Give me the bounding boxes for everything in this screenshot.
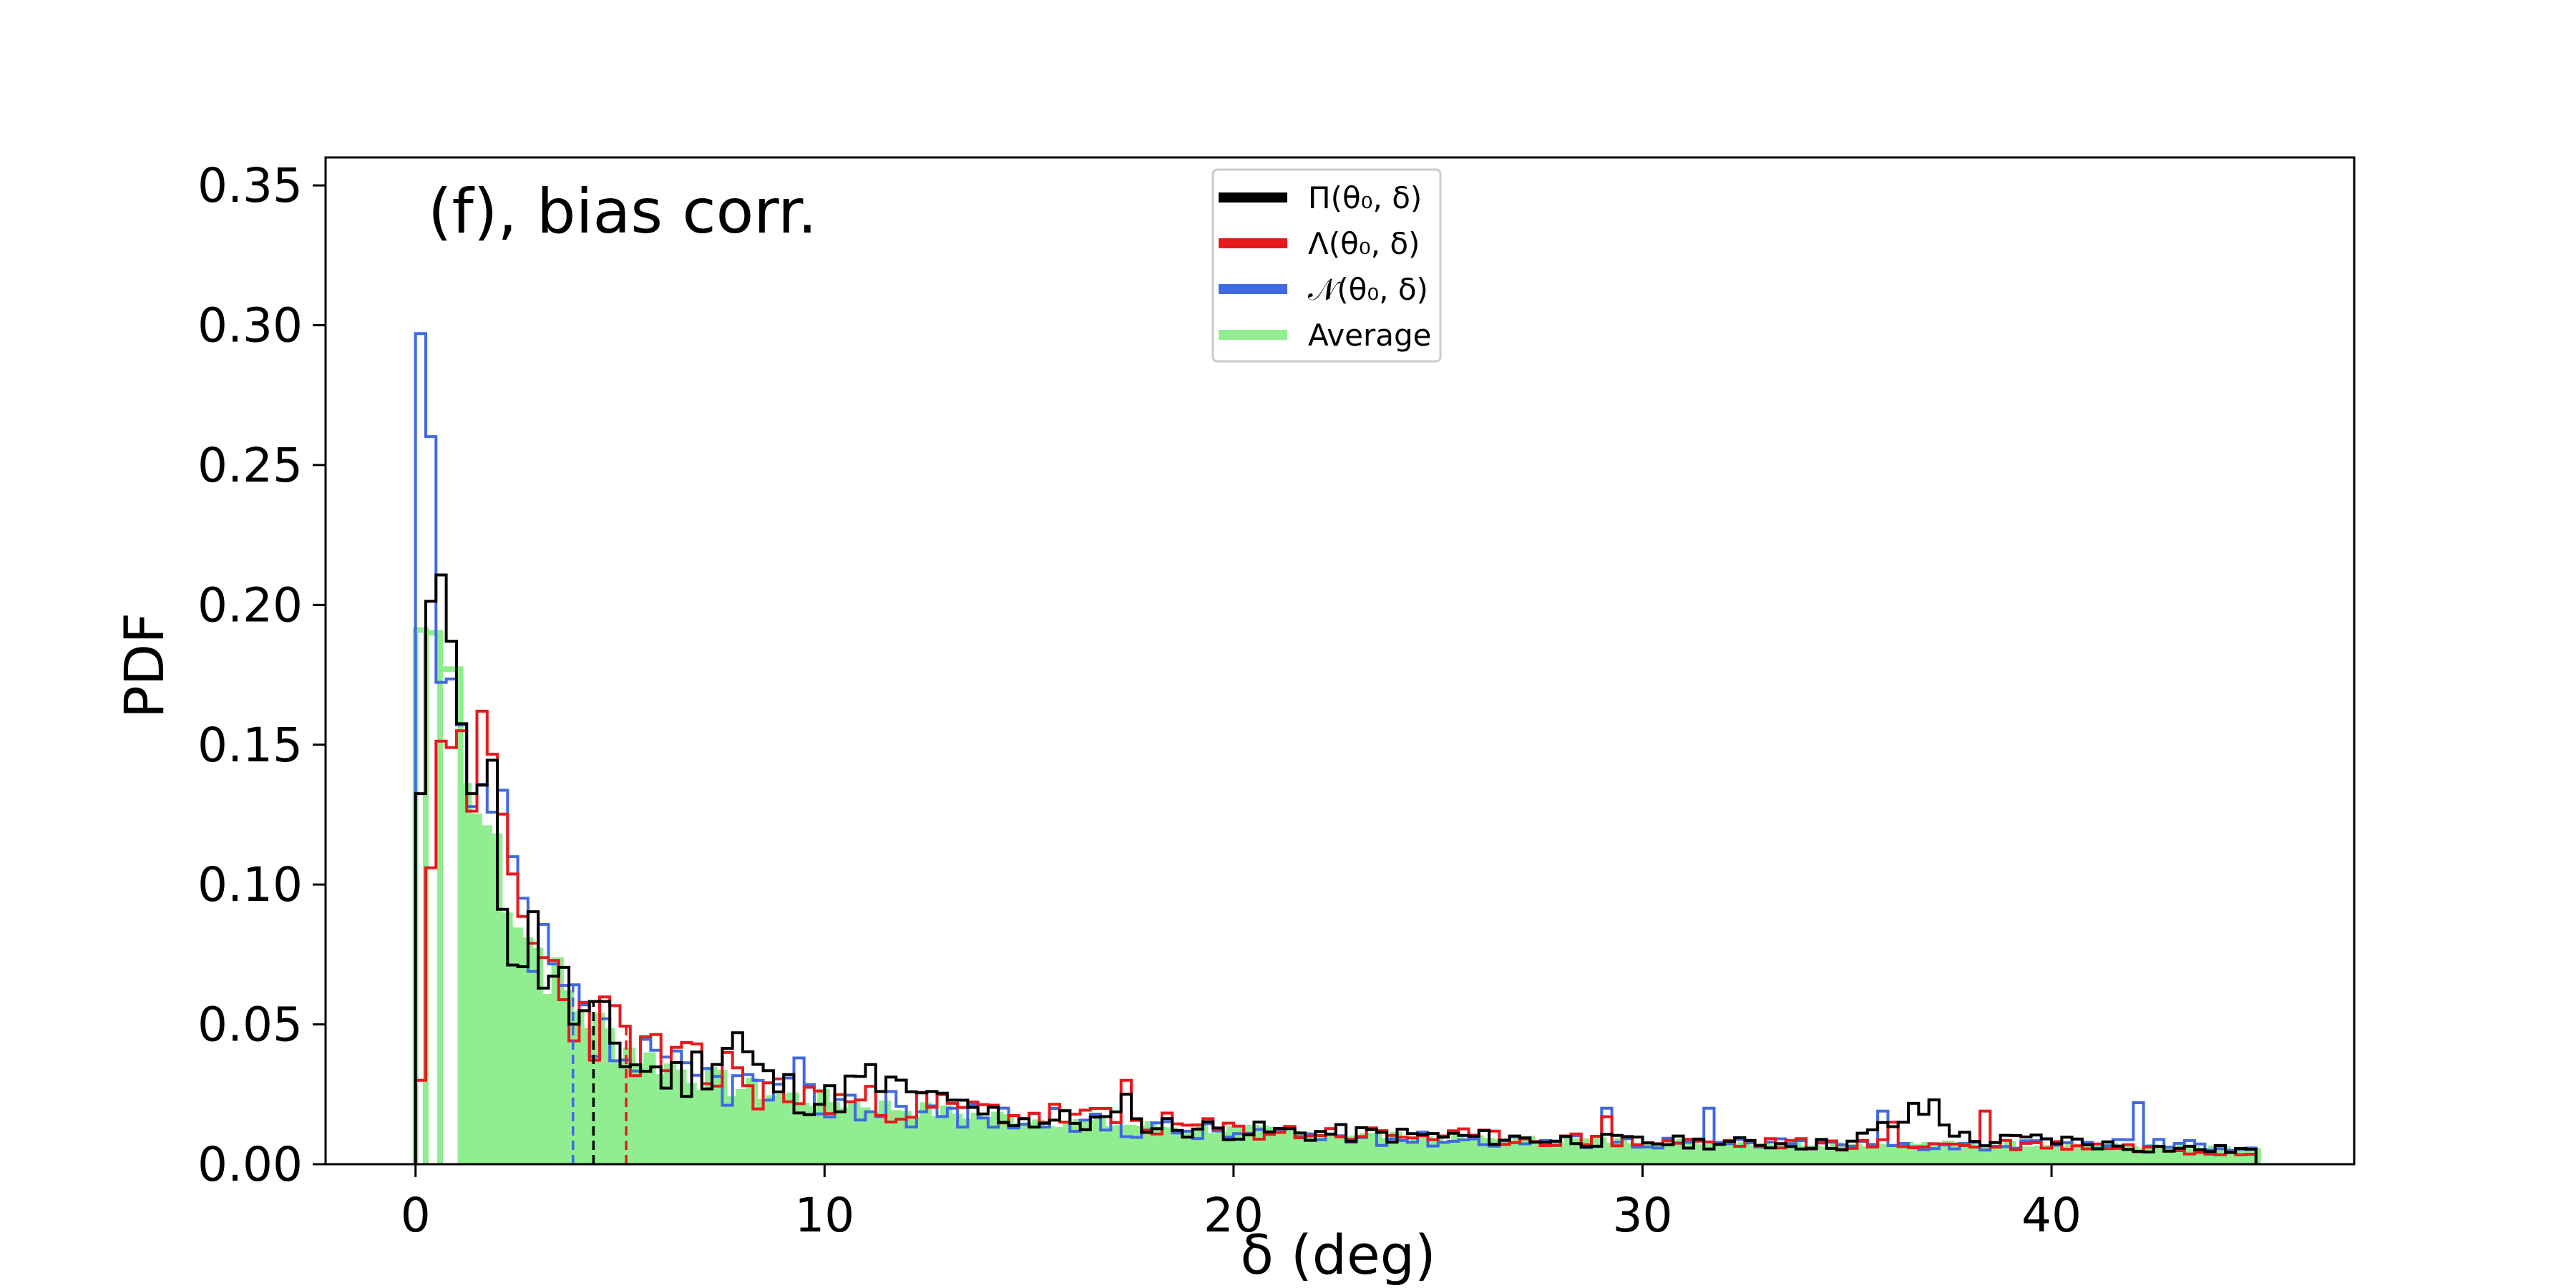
x-tick-label: 0 [401, 1188, 431, 1243]
plot-area [412, 332, 2261, 1164]
series-step-2 [414, 332, 2258, 1164]
y-tick-label: 0.35 [197, 158, 303, 213]
y-tick-label: 0.10 [197, 857, 303, 912]
average-outline-bin [437, 666, 464, 1164]
plot-series [412, 332, 2261, 1164]
legend-label: 𝒩(θ₀, δ) [1308, 272, 1428, 307]
y-tick-label: 0.25 [197, 438, 303, 493]
x-tick-label: 10 [794, 1188, 854, 1243]
average-filled-histogram [459, 783, 2261, 1164]
legend-label: Π(θ₀, δ) [1308, 180, 1422, 215]
y-tick-label: 0.15 [197, 718, 303, 773]
legend-label: Λ(θ₀, δ) [1308, 226, 1420, 261]
y-axis-label: PDF [112, 613, 176, 718]
legend: Π(θ₀, δ) Λ(θ₀, δ) 𝒩(θ₀, δ) Average [1211, 168, 1442, 363]
series-step-0 [414, 573, 2258, 1164]
legend-box [1211, 168, 1442, 363]
x-axis-label: δ (deg) [1240, 1223, 1435, 1287]
y-tick-label: 0.30 [197, 298, 303, 353]
axes-frame [324, 156, 2356, 1166]
panel-annotation: (f), bias corr. [428, 176, 817, 248]
x-tick-label: 20 [1204, 1188, 1264, 1243]
y-tick-label: 0.05 [197, 997, 303, 1053]
x-tick-label: 30 [1612, 1188, 1672, 1243]
series-step-1 [414, 709, 2258, 1164]
x-tick-label: 40 [2021, 1188, 2082, 1243]
axes: 0 10 20 30 40 0.00 0.05 0.10 0.15 0.20 0.25 0.30 0.3… [197, 156, 2356, 1243]
legend-label: Average [1308, 318, 1431, 353]
y-tick-label: 0.20 [197, 577, 303, 633]
y-tick-label: 0.00 [197, 1137, 303, 1192]
